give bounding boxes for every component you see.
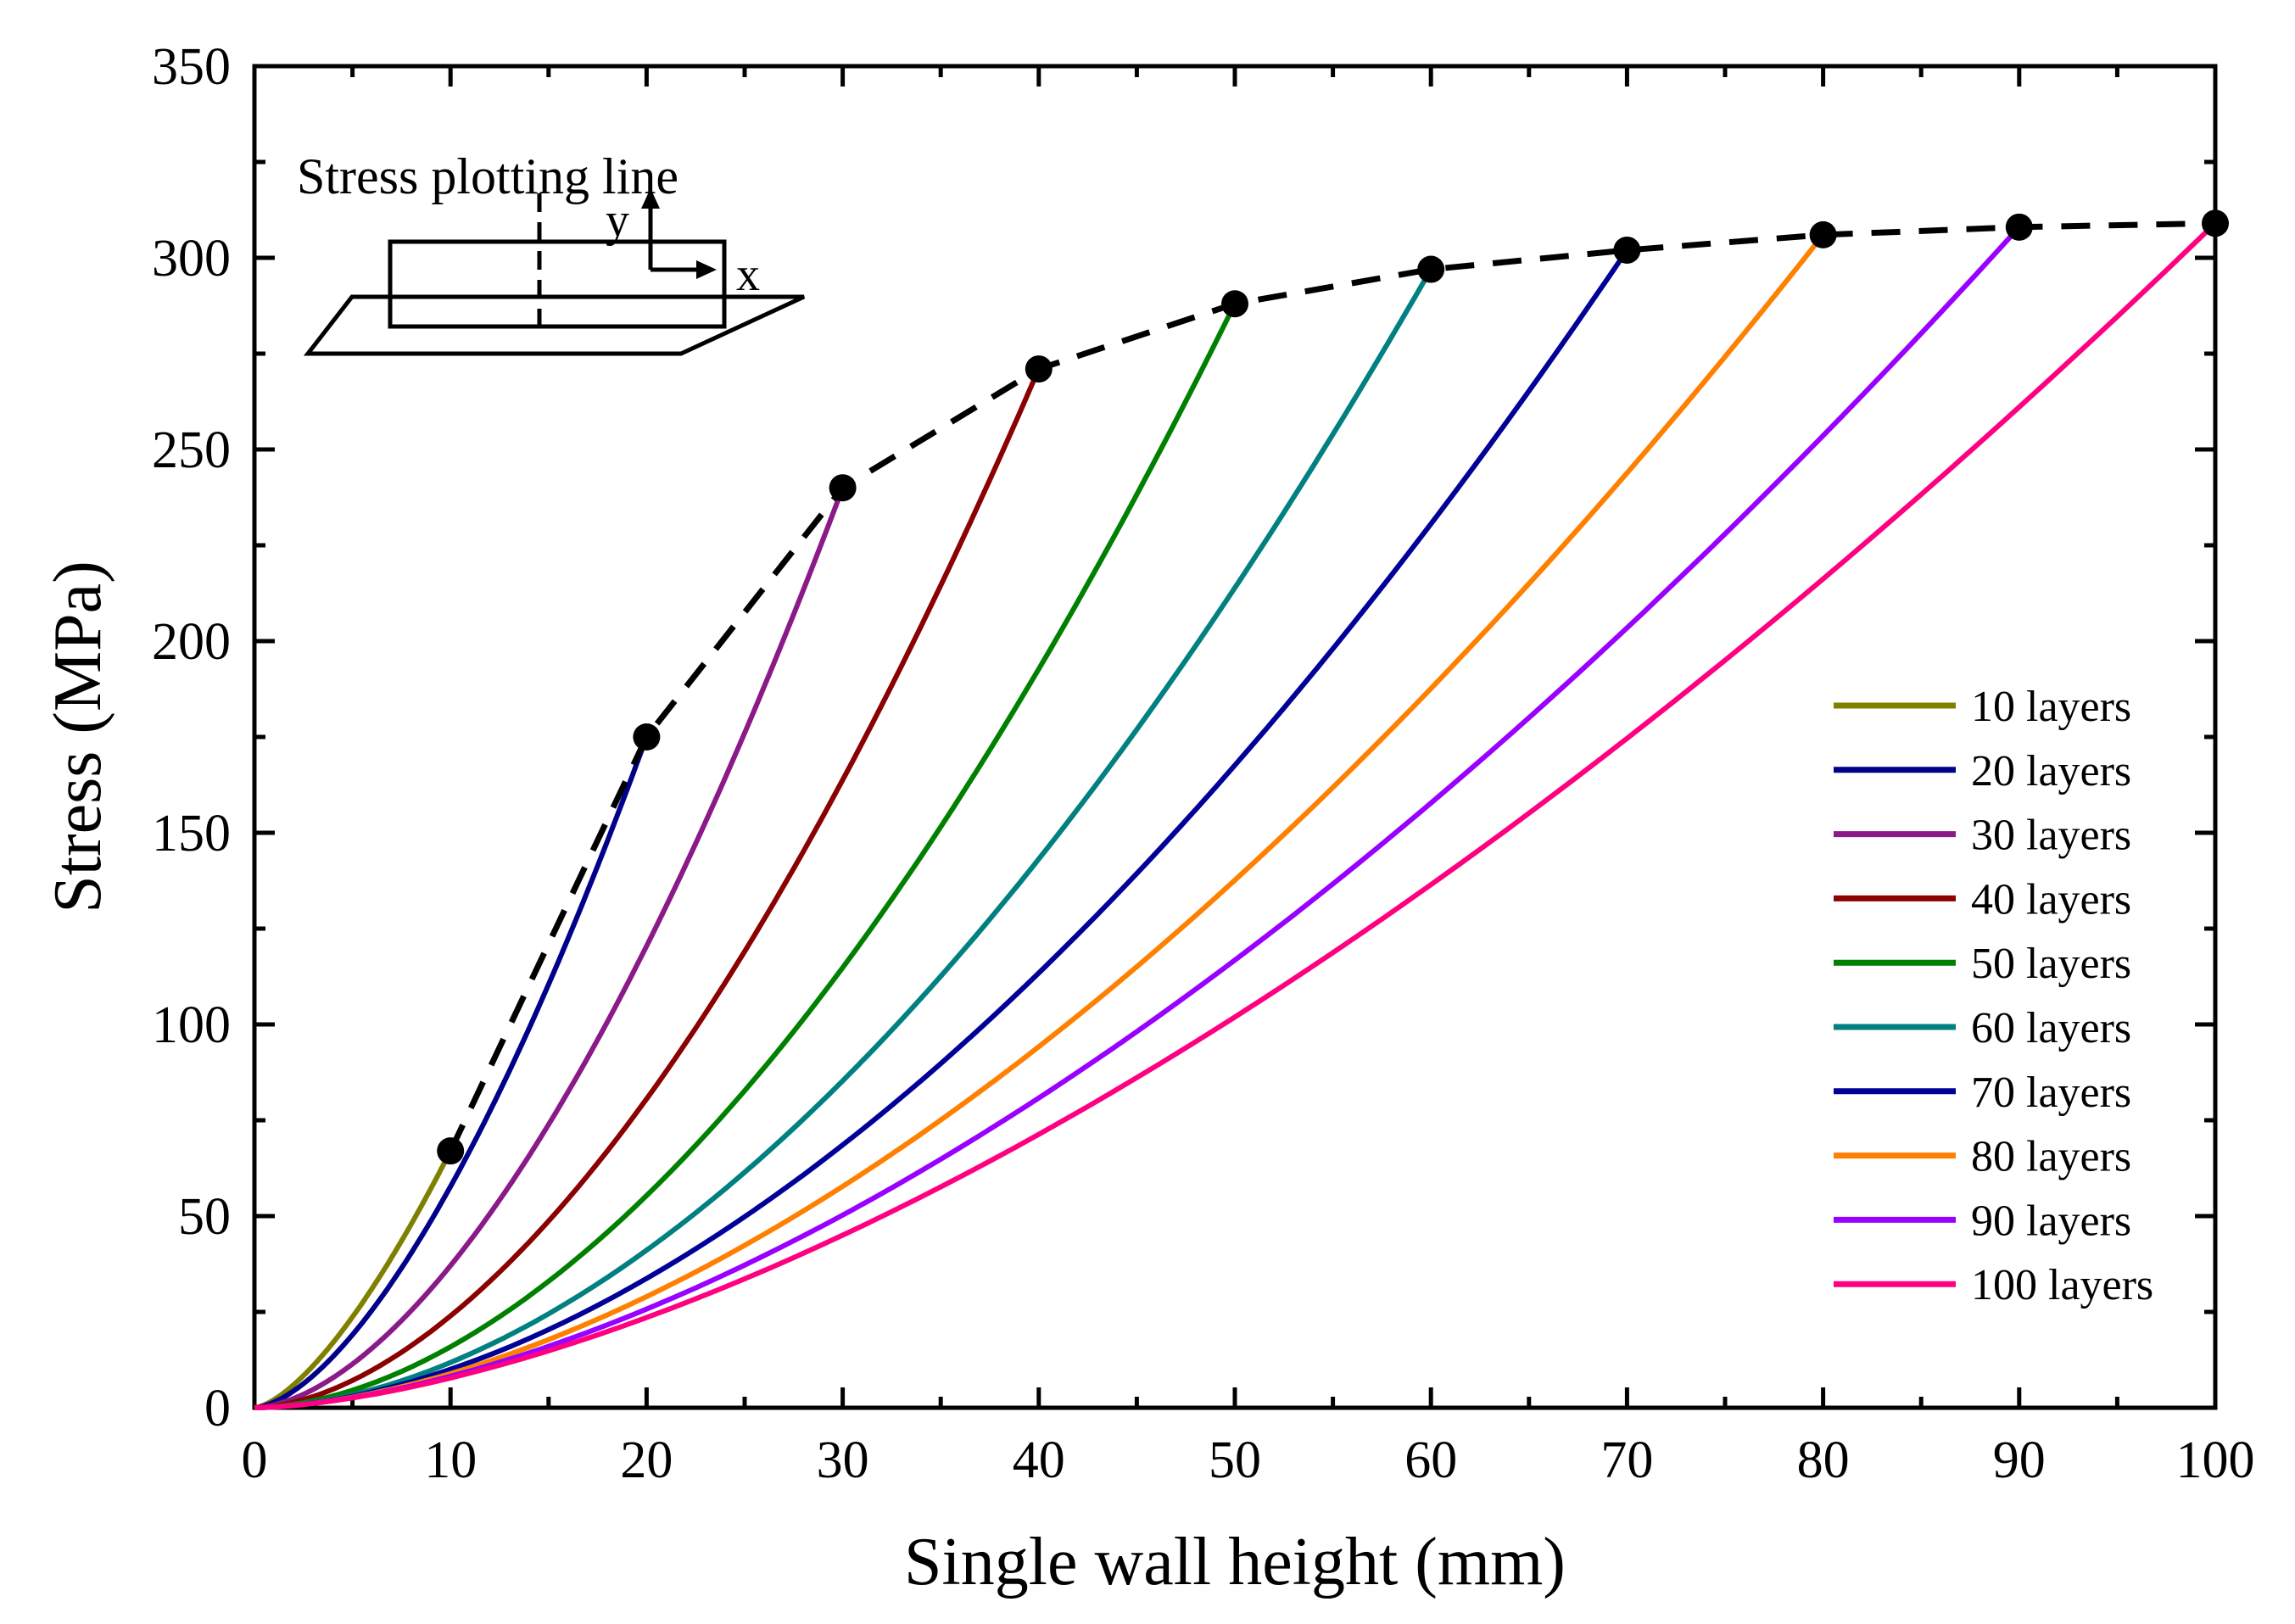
axis-ticks: 0 10 20 30 40 50 60 70 80 90 100 0 50 100 150 200 250 300… [152, 38, 2255, 1489]
series-line [254, 367, 1041, 1410]
series-line [254, 1149, 453, 1410]
envelope-point [1221, 290, 1248, 318]
y-axis-title: Stress (MPa) [41, 561, 115, 913]
envelope-point [1025, 355, 1053, 383]
legend-label: 100 layers [1971, 1261, 2153, 1309]
y-tick-label: 150 [152, 805, 231, 862]
inset-diagram: Stress plotting line y x [297, 148, 806, 356]
series-line [254, 225, 2022, 1410]
legend: 10 layers 20 layers 30 layers 40 layers 50 l… [1834, 683, 2153, 1309]
y-tick-label: 250 [152, 421, 231, 479]
x-tick-label: 20 [620, 1431, 673, 1489]
inset-y-arrowhead [641, 188, 660, 209]
inset-x-label: x [736, 248, 760, 301]
legend-label: 20 layers [1971, 747, 2131, 795]
y-tick-label: 200 [152, 613, 231, 671]
series-line [254, 248, 1629, 1410]
inset-wall [388, 239, 727, 329]
series-line [254, 487, 846, 1410]
series-line [254, 221, 2218, 1410]
y-tick-label: 50 [178, 1188, 231, 1246]
series-lines [254, 221, 2218, 1410]
series-line [254, 735, 650, 1410]
x-axis-title: Single wall height (mm) [904, 1525, 1566, 1599]
envelope-point [1613, 236, 1641, 264]
envelope [437, 209, 2229, 1165]
series-line [254, 302, 1237, 1410]
x-tick-label: 70 [1600, 1431, 1653, 1489]
envelope-line [448, 220, 2216, 1152]
x-tick-label: 60 [1404, 1431, 1457, 1489]
inset-y-label: y [606, 194, 629, 247]
legend-label: 10 layers [1971, 683, 2131, 731]
x-tick-label: 80 [1797, 1431, 1850, 1489]
legend-label: 70 layers [1971, 1069, 2131, 1117]
x-tick-label: 90 [1993, 1431, 2046, 1489]
envelope-point [1417, 255, 1445, 283]
x-tick-label: 40 [1013, 1431, 1065, 1489]
envelope-point [633, 723, 661, 751]
plot-frame [252, 64, 2218, 1410]
x-tick-label: 50 [1209, 1431, 1261, 1489]
y-tick-label: 350 [152, 38, 231, 96]
plot-area [252, 64, 2218, 1410]
y-tick-label: 100 [152, 996, 231, 1054]
legend-label: 40 layers [1971, 875, 2131, 924]
series-line [254, 233, 1825, 1410]
envelope-point [437, 1137, 465, 1165]
envelope-point [2005, 213, 2033, 241]
series-line [254, 268, 1433, 1410]
x-tick-label: 100 [2176, 1431, 2255, 1489]
y-tick-label: 0 [204, 1380, 231, 1437]
y-tick-label: 300 [152, 230, 231, 287]
legend-label: 30 layers [1971, 812, 2131, 860]
x-tick-label: 0 [242, 1431, 268, 1489]
envelope-point [829, 474, 857, 502]
legend-label: 90 layers [1971, 1197, 2131, 1245]
legend-label: 80 layers [1971, 1133, 2131, 1181]
legend-label: 60 layers [1971, 1004, 2131, 1052]
legend-label: 50 layers [1971, 940, 2131, 988]
envelope-point [1809, 220, 1837, 248]
x-tick-label: 30 [817, 1431, 869, 1489]
inset-title: Stress plotting line [297, 148, 678, 204]
inset-x-arrowhead [696, 260, 717, 279]
x-tick-label: 10 [424, 1431, 477, 1489]
envelope-point [2202, 209, 2229, 237]
